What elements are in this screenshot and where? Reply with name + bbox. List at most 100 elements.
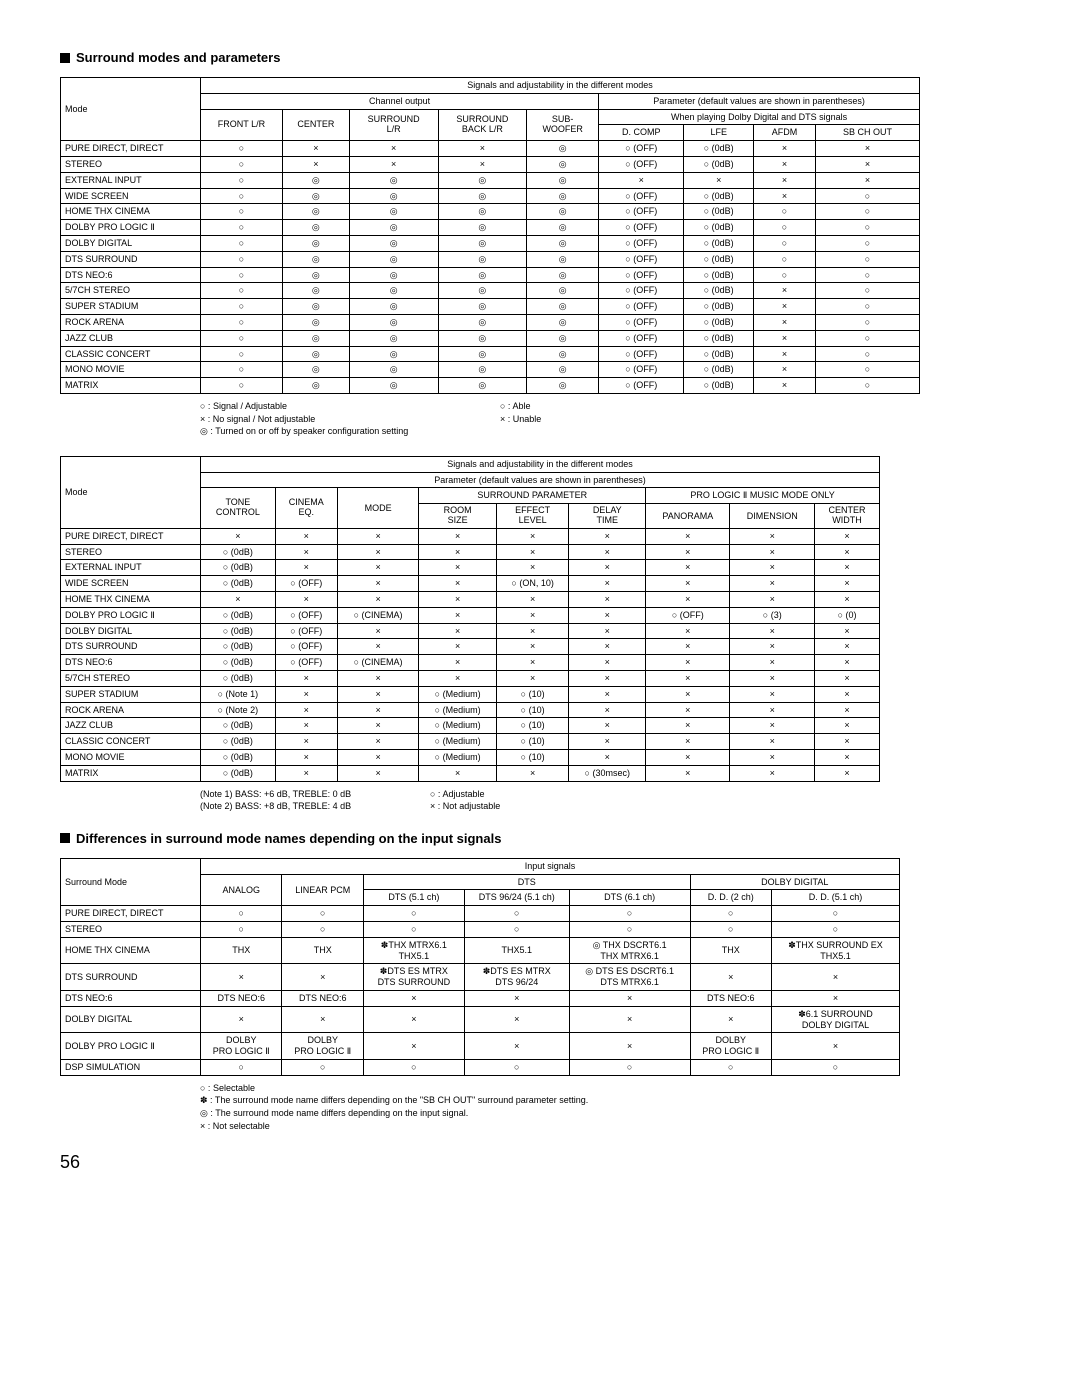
table-row: ROCK ARENA○ (Note 2)××○ (Medium)○ (10)××… [61, 702, 880, 718]
data-cell: × [569, 592, 646, 608]
data-cell: ○ [363, 1059, 464, 1075]
data-cell: × [815, 141, 919, 157]
data-cell: ○ (OFF) [275, 639, 337, 655]
data-cell: ○ (0dB) [201, 734, 276, 750]
data-cell: × [569, 607, 646, 623]
data-cell: ○ (Note 1) [201, 686, 276, 702]
data-cell: ○ (OFF) [599, 204, 684, 220]
t1-c7: AFDM [754, 125, 816, 141]
data-cell: × [815, 765, 880, 781]
data-cell: ○ (0) [815, 607, 880, 623]
t1-c4: SUB-WOOFER [527, 109, 599, 141]
data-cell: × [275, 718, 337, 734]
data-cell: × [815, 592, 880, 608]
data-cell: ◎ [282, 267, 349, 283]
data-cell: ○ [815, 299, 919, 315]
mode-cell: DTS SURROUND [61, 964, 201, 991]
data-cell: ○ [690, 1059, 771, 1075]
data-cell: ◎ [349, 299, 438, 315]
data-cell: × [771, 964, 899, 991]
data-cell: × [754, 188, 816, 204]
data-cell: ◎ [527, 188, 599, 204]
data-cell: × [730, 560, 815, 576]
data-cell: × [690, 964, 771, 991]
mode-cell: DOLBY PRO LOGIC Ⅱ [61, 1033, 201, 1060]
data-cell: ◎ [438, 378, 527, 394]
t2-c8: CENTERWIDTH [815, 504, 880, 529]
t1-top-header: Signals and adjustability in the differe… [201, 78, 920, 94]
table-row: SUPER STADIUM○◎◎◎◎○ (OFF)○ (0dB)×○ [61, 299, 920, 315]
data-cell: × [201, 528, 276, 544]
table-row: MATRIX○◎◎◎◎○ (OFF)○ (0dB)×○ [61, 378, 920, 394]
data-cell: × [569, 1033, 690, 1060]
data-cell: ◎ [282, 204, 349, 220]
data-cell: × [419, 592, 496, 608]
mode-cell: SUPER STADIUM [61, 299, 201, 315]
data-cell: ○ [201, 188, 283, 204]
data-cell: × [690, 1006, 771, 1033]
data-cell: × [569, 576, 646, 592]
data-cell: ✽DTS ES MTRXDTS 96/24 [464, 964, 569, 991]
data-cell: × [754, 330, 816, 346]
data-cell: ○ (0dB) [684, 235, 754, 251]
table-row: HOME THX CINEMA××××××××× [61, 592, 880, 608]
mode-cell: HOME THX CINEMA [61, 204, 201, 220]
data-cell: × [815, 560, 880, 576]
data-cell: ○ [201, 235, 283, 251]
data-cell: × [569, 639, 646, 655]
data-cell: × [646, 560, 730, 576]
data-cell: ◎ [282, 283, 349, 299]
data-cell: ○ (0dB) [684, 378, 754, 394]
data-cell: × [496, 544, 569, 560]
legend-line: (Note 2) BASS: +8 dB, TREBLE: 4 dB [200, 800, 430, 813]
t3-c0: ANALOG [201, 874, 282, 906]
data-cell: ◎ [527, 156, 599, 172]
data-cell: ○ [282, 922, 363, 938]
data-cell: ◎ [282, 220, 349, 236]
data-cell: ○ (CINEMA) [337, 607, 419, 623]
table-row: CLASSIC CONCERT○◎◎◎◎○ (OFF)○ (0dB)×○ [61, 346, 920, 362]
t2-top-header: Signals and adjustability in the differe… [201, 456, 880, 472]
data-cell: ◎ [438, 346, 527, 362]
data-cell: × [754, 283, 816, 299]
mode-cell: DTS NEO:6 [61, 267, 201, 283]
data-cell: ◎ [282, 362, 349, 378]
data-cell: DOLBYPRO LOGIC Ⅱ [201, 1033, 282, 1060]
data-cell: ◎ [282, 314, 349, 330]
data-cell: ○ [690, 922, 771, 938]
data-cell: ○ (OFF) [599, 362, 684, 378]
table-row: WIDE SCREEN○◎◎◎◎○ (OFF)○ (0dB)×○ [61, 188, 920, 204]
data-cell: × [569, 702, 646, 718]
data-cell: ○ [815, 330, 919, 346]
data-cell: ○ [569, 906, 690, 922]
data-cell: × [646, 592, 730, 608]
t3-c4: DTS (6.1 ch) [569, 890, 690, 906]
table-row: DTS NEO:6○◎◎◎◎○ (OFF)○ (0dB)○○ [61, 267, 920, 283]
data-cell: ○ [201, 283, 283, 299]
data-cell: × [754, 172, 816, 188]
data-cell: ○ (0dB) [684, 204, 754, 220]
data-cell: ○ (0dB) [201, 560, 276, 576]
mode-cell: WIDE SCREEN [61, 576, 201, 592]
table-row: MONO MOVIE○◎◎◎◎○ (OFF)○ (0dB)×○ [61, 362, 920, 378]
data-cell: ○ (30msec) [569, 765, 646, 781]
data-cell: × [754, 378, 816, 394]
section3-title: Differences in surround mode names depen… [60, 831, 1020, 846]
data-cell: ○ (0dB) [684, 156, 754, 172]
data-cell: ◎ [438, 188, 527, 204]
t2-c7: DIMENSION [730, 504, 815, 529]
data-cell: ◎ [349, 346, 438, 362]
t2-c4: EFFECTLEVEL [496, 504, 569, 529]
data-cell: ○ [201, 906, 282, 922]
data-cell: ◎ [282, 172, 349, 188]
data-cell: ○ (OFF) [599, 251, 684, 267]
data-cell: ○ [363, 922, 464, 938]
data-cell: × [282, 141, 349, 157]
data-cell: × [496, 655, 569, 671]
data-cell: × [282, 1006, 363, 1033]
data-cell: ◎ [438, 204, 527, 220]
t2-c1: CINEMAEQ. [275, 488, 337, 529]
data-cell: × [815, 156, 919, 172]
data-cell: ○ [815, 188, 919, 204]
table-row: DTS SURROUND××✽DTS ES MTRXDTS SURROUND✽D… [61, 964, 900, 991]
